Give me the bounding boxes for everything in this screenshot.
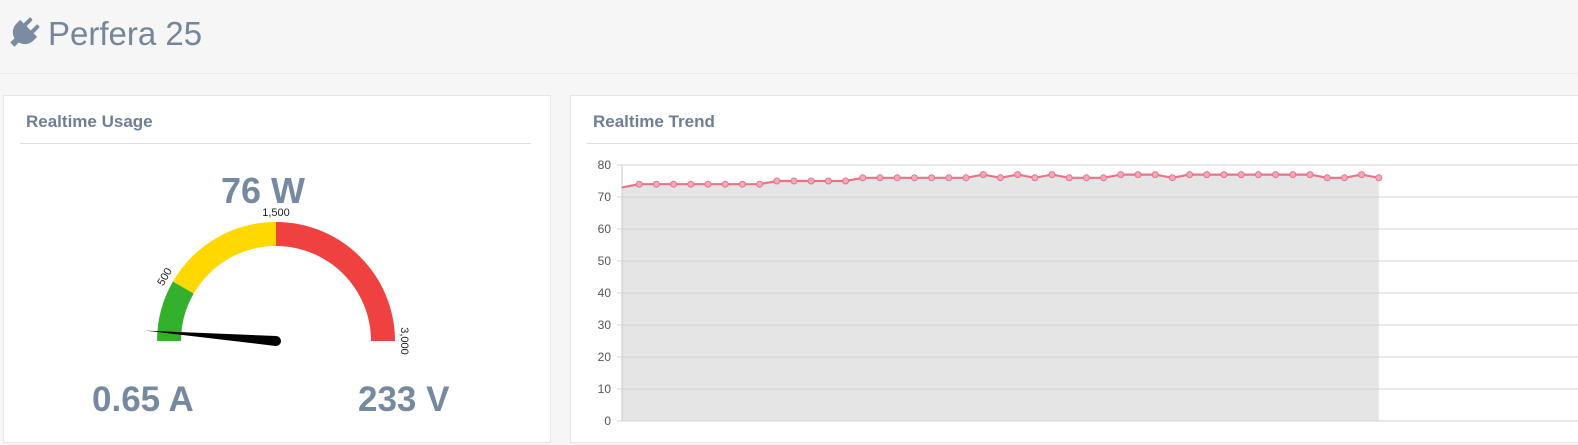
voltage-reading: 233 V	[358, 380, 450, 419]
plug-icon	[10, 17, 40, 47]
power-reading: 76 W	[220, 170, 306, 211]
usage-panel-divider	[20, 143, 531, 144]
realtime-trend-panel: Realtime Trend	[570, 95, 1578, 443]
current-reading: 0.65 A	[92, 380, 194, 419]
usage-panel-heading: Realtime Usage	[26, 112, 153, 131]
trend-panel-heading: Realtime Trend	[593, 112, 715, 131]
realtime-usage-panel: Realtime Usage	[3, 95, 551, 443]
page-header: Perfera 25	[0, 0, 1578, 74]
trend-panel-divider	[587, 143, 1578, 144]
page-title: Perfera 25	[48, 15, 203, 52]
